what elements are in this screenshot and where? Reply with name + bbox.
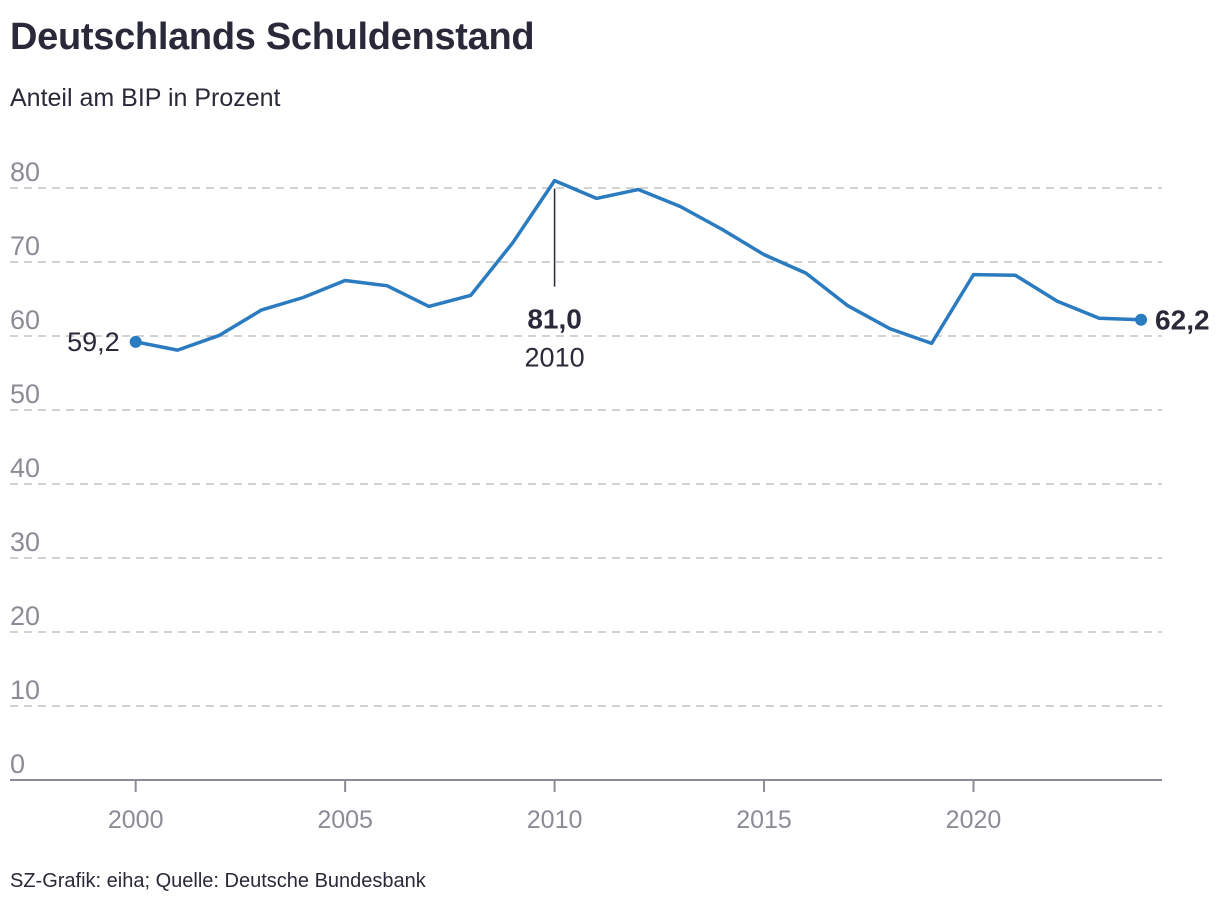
y-tick-label-10: 10 [10,675,40,705]
x-tick-label-2020: 2020 [946,806,1002,834]
y-tick-label-30: 30 [10,527,40,557]
y-tick-label-40: 40 [10,453,40,483]
y-tick-label-70: 70 [10,231,40,261]
y-tick-label-80: 80 [10,157,40,187]
end-value-label: 62,2 [1155,305,1210,336]
x-tick-label-2000: 2000 [108,806,164,834]
y-tick-label-0: 0 [10,749,25,779]
chart-subtitle: Anteil am BIP in Prozent [10,84,281,112]
start-value-label: 59,2 [67,327,120,357]
peak-value-label: 81,0 [527,304,582,335]
series-line-0 [133,178,1143,352]
y-tick-label-50: 50 [10,379,40,409]
peak-year-label: 2010 [525,343,585,373]
end-point-marker [1135,313,1148,326]
axis-layer: 0 10 20 30 40 50 60 70 80 2000 2005 2010 2015 2020 [10,157,1162,834]
y-tick-label-60: 60 [10,305,40,335]
x-tick-label-2015: 2015 [736,806,792,834]
annotation-layer: 59,2 81,0 2010 62,2 [67,188,1210,373]
line-chart: 0 10 20 30 40 50 60 70 80 2000 2005 2010 2015 2020 59… [10,157,1210,834]
x-tick-label-2005: 2005 [317,806,373,834]
y-tick-label-20: 20 [10,601,40,631]
x-tick-label-2010: 2010 [527,806,583,834]
chart-title: Deutschlands Schuldenstand [10,16,535,58]
series-layer [133,178,1143,352]
grid-layer [10,187,1162,707]
start-point-marker [129,335,142,348]
source-note: SZ-Grafik: eiha; Quelle: Deutsche Bundes… [10,870,426,892]
